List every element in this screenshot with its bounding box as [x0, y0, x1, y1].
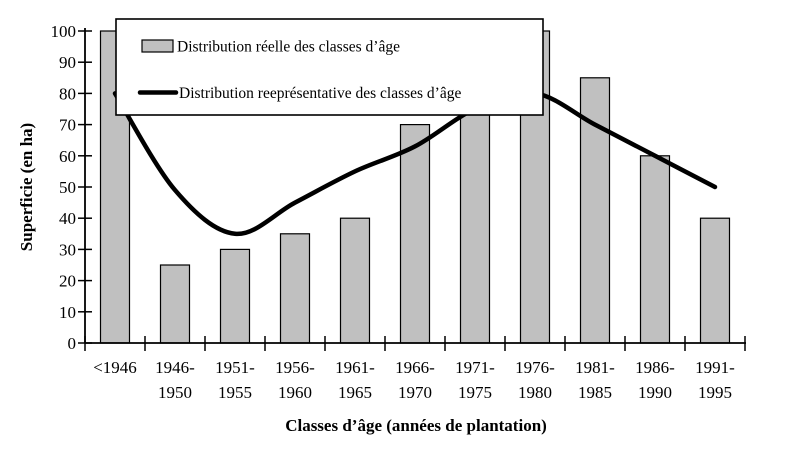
x-tick-label: 1981-	[575, 358, 615, 377]
x-tick-label: 1966-	[395, 358, 435, 377]
y-tick-label: 60	[59, 147, 76, 166]
bar	[639, 155, 671, 344]
x-tick-label: 1995	[698, 383, 732, 402]
x-tick-label: 1955	[218, 383, 252, 402]
y-tick-label: 10	[59, 303, 76, 322]
bar	[459, 108, 491, 344]
trend-line	[112, 90, 718, 237]
x-tick-label: 1976-	[515, 358, 555, 377]
y-tick-label: 40	[59, 209, 76, 228]
bar	[399, 123, 431, 344]
bar	[159, 264, 191, 344]
bar	[699, 217, 731, 344]
x-tick-label: 1975	[458, 383, 492, 402]
bar	[279, 233, 311, 344]
x-tick-label: 1986-	[635, 358, 675, 377]
legend-bar-label: Distribution réelle des classes d’âge	[177, 39, 400, 56]
x-axis-title: Classes d’âge (années de plantation)	[285, 416, 547, 435]
legend-box	[115, 18, 544, 116]
y-tick-label: 30	[59, 240, 76, 259]
x-tick-label: 1991-	[695, 358, 735, 377]
x-tick-label: 1965	[338, 383, 372, 402]
x-tick-label: 1971-	[455, 358, 495, 377]
y-tick-label: 70	[59, 116, 76, 135]
x-tick-label: 1985	[578, 383, 612, 402]
y-tick-label: 90	[59, 53, 76, 72]
legend-line-label: Distribution reeprésentative des classes…	[179, 85, 461, 102]
x-tick-label: 1970	[398, 383, 432, 402]
x-tick-label: <1946	[93, 358, 137, 377]
legend: Distribution réelle des classes d’âge Di…	[115, 18, 544, 116]
x-tick-label: 1990	[638, 383, 672, 402]
legend-bar-swatch	[141, 39, 174, 53]
x-tick-label: 1980	[518, 383, 552, 402]
y-tick-label: 80	[59, 84, 76, 103]
x-tick-label: 1946-	[155, 358, 195, 377]
bar	[339, 217, 371, 344]
y-axis-title: Superficie (en ha)	[17, 123, 36, 251]
x-tick-label: 1950	[158, 383, 192, 402]
x-tick-label: 1951-	[215, 358, 255, 377]
x-tick-label: 1960	[278, 383, 312, 402]
bar	[219, 248, 251, 344]
y-tick-label: 100	[51, 22, 77, 41]
y-tick-label: 0	[68, 334, 77, 353]
y-tick-label: 20	[59, 272, 76, 291]
y-tick-label: 50	[59, 178, 76, 197]
x-tick-label: 1961-	[335, 358, 375, 377]
x-tick-label: 1956-	[275, 358, 315, 377]
axes-group: 0 10 20 30 40 50 60 70 80 90 100 <1946 1946- 1950 1951…	[51, 22, 746, 402]
